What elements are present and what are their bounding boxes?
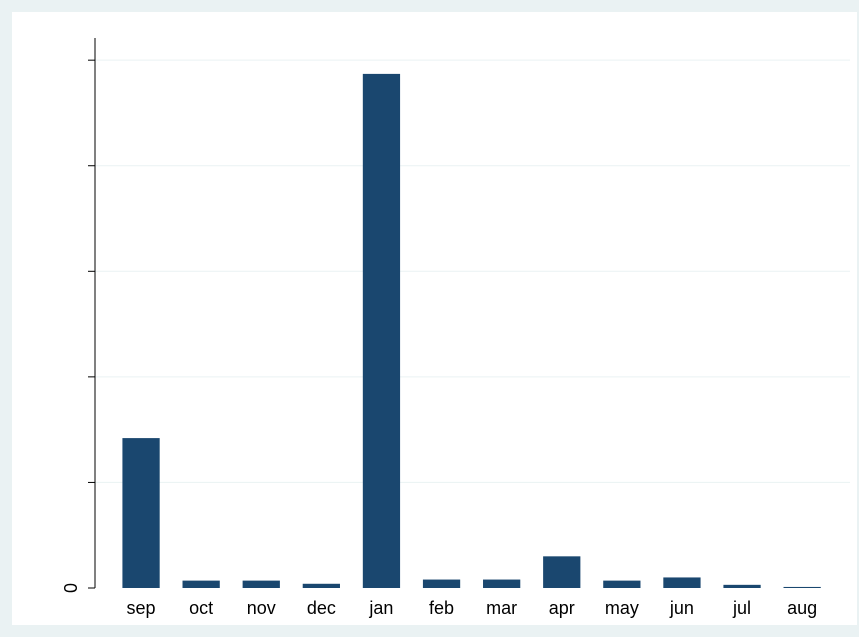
bar <box>242 580 280 588</box>
bar <box>483 579 521 588</box>
x-tick-label: jun <box>669 598 694 618</box>
bar <box>362 73 401 588</box>
bar <box>663 577 701 588</box>
bar <box>302 583 340 588</box>
x-tick-label: jan <box>368 598 393 618</box>
y-tick-label: 0 <box>61 583 81 593</box>
bar <box>723 584 761 588</box>
x-tick-label: may <box>605 598 639 618</box>
x-tick-label: sep <box>127 598 156 618</box>
x-tick-label: aug <box>787 598 817 618</box>
bar <box>422 579 461 588</box>
bar <box>122 438 160 588</box>
x-tick-label: dec <box>307 598 336 618</box>
x-tick-label: oct <box>189 598 213 618</box>
x-tick-label: feb <box>429 598 454 618</box>
bar <box>543 556 581 588</box>
bar <box>603 580 641 588</box>
bar <box>783 586 821 588</box>
x-tick-label: apr <box>549 598 575 618</box>
bar <box>182 580 220 588</box>
x-tick-label: mar <box>486 598 517 618</box>
x-tick-label: jul <box>732 598 751 618</box>
x-tick-label: nov <box>247 598 276 618</box>
